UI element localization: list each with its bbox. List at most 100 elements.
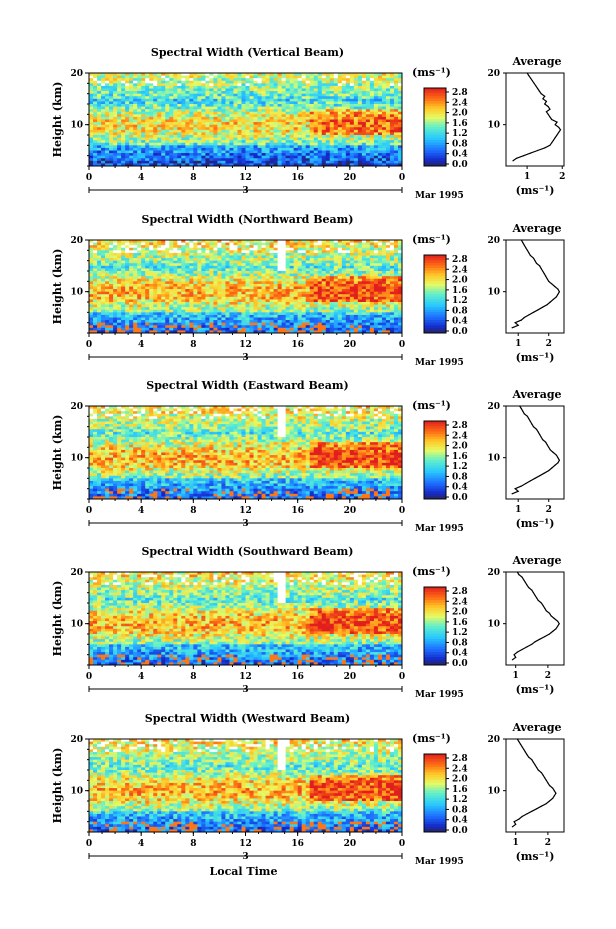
heatmap-cell <box>213 88 218 92</box>
heatmap-cell <box>369 302 375 305</box>
heatmap-cell <box>137 93 142 97</box>
heatmap-cell <box>241 119 246 123</box>
heatmap-cell <box>217 145 222 149</box>
heatmap-cell <box>201 145 206 149</box>
heatmap-cell <box>145 291 150 295</box>
heatmap-cell <box>317 91 323 95</box>
heatmap-cell <box>189 98 194 102</box>
heatmap-cell <box>201 135 206 138</box>
heatmap-cell <box>357 240 363 243</box>
heatmap-cell <box>169 122 174 126</box>
heatmap-cell <box>173 160 178 164</box>
heatmap-cell <box>257 289 262 293</box>
heatmap-cell <box>317 147 323 151</box>
heatmap-cell <box>93 93 98 97</box>
heatmap-cell <box>173 114 178 118</box>
heatmap-cell <box>213 240 218 243</box>
heatmap-cell <box>301 140 307 144</box>
heatmap-cell <box>393 286 399 290</box>
heatmap-cell <box>189 260 194 264</box>
heatmap-cell <box>125 278 130 282</box>
heatmap-cell <box>309 247 315 251</box>
heatmap-cell <box>121 124 126 128</box>
heatmap-cell <box>165 137 170 141</box>
heatmap-cell <box>249 147 254 151</box>
heatmap-cell <box>297 283 303 287</box>
heatmap-cell <box>321 263 327 267</box>
heatmap-cell <box>169 142 174 146</box>
heatmap-cell <box>229 132 234 136</box>
heatmap-cell <box>349 158 355 162</box>
panel-2: Spectral Width (Northward Beam)2010Heigh… <box>51 213 565 368</box>
heatmap-cell <box>333 281 339 285</box>
heatmap-cell <box>221 127 226 131</box>
heatmap-cell <box>157 281 162 285</box>
heatmap-cell <box>221 281 226 285</box>
heatmap-cell <box>341 124 347 128</box>
heatmap-cell <box>285 281 291 285</box>
heatmap-cell <box>385 283 391 287</box>
heatmap-cell <box>357 291 363 295</box>
heatmap-cell <box>361 111 367 115</box>
heatmap-cell <box>217 129 222 133</box>
heatmap-cell <box>197 75 202 79</box>
heatmap-cell <box>201 289 206 293</box>
heatmap-cell <box>133 278 138 282</box>
heatmap-cell <box>381 155 387 159</box>
heatmap-cell <box>273 296 278 300</box>
heatmap-cell <box>321 137 327 141</box>
heatmap-cell <box>245 153 250 157</box>
heatmap-cell <box>321 271 327 274</box>
x-tick-label: 0 <box>399 173 405 183</box>
heatmap-cell <box>389 255 395 259</box>
heatmap-cell <box>117 299 122 303</box>
heatmap-cell <box>309 101 315 105</box>
heatmap-cell <box>265 283 270 287</box>
heatmap-cell <box>341 155 347 159</box>
heatmap-cell <box>109 273 114 277</box>
heatmap-cell <box>141 252 146 256</box>
heatmap-cell <box>261 255 266 259</box>
heatmap-cell <box>237 91 242 95</box>
heatmap-cell <box>105 255 110 259</box>
heatmap-cell <box>357 260 363 264</box>
heatmap-cell <box>97 91 102 95</box>
heatmap-cell <box>185 302 190 305</box>
heatmap-cell <box>125 127 130 131</box>
profile-point <box>526 72 528 74</box>
heatmap-cell <box>125 147 130 151</box>
heatmap-cell <box>357 98 363 102</box>
heatmap-cell <box>177 260 182 264</box>
heatmap-cell <box>213 163 218 167</box>
heatmap-cell <box>397 106 403 110</box>
heatmap-cell <box>257 93 262 97</box>
heatmap-cell <box>277 85 283 89</box>
heatmap-cell <box>269 104 274 107</box>
heatmap-cell <box>185 91 190 95</box>
heatmap-cell <box>337 88 343 92</box>
heatmap-cell <box>281 153 287 157</box>
heatmap-cell <box>325 83 331 87</box>
heatmap-cell <box>257 240 262 243</box>
heatmap-cell <box>273 153 278 157</box>
heatmap-cell <box>157 88 162 92</box>
heatmap-cell <box>249 158 254 162</box>
heatmap-cell <box>301 91 307 95</box>
heatmap-cell <box>253 240 258 243</box>
heatmap-cell <box>97 93 102 97</box>
heatmap-cell <box>369 137 375 141</box>
heatmap-cell <box>305 98 311 102</box>
heatmap-cell <box>345 75 351 79</box>
heatmap-cell <box>121 98 126 102</box>
heatmap-cell <box>137 101 142 105</box>
heatmap-cell <box>149 286 154 290</box>
heatmap-cell <box>145 114 150 118</box>
heatmap-cell <box>161 135 166 138</box>
heatmap-cell <box>309 135 315 138</box>
heatmap-cell <box>117 242 122 246</box>
heatmap-cell <box>249 98 254 102</box>
heatmap-cell <box>153 302 158 305</box>
heatmap-cell <box>189 278 194 282</box>
heatmap-cell <box>301 83 307 87</box>
heatmap-cell <box>101 142 106 146</box>
